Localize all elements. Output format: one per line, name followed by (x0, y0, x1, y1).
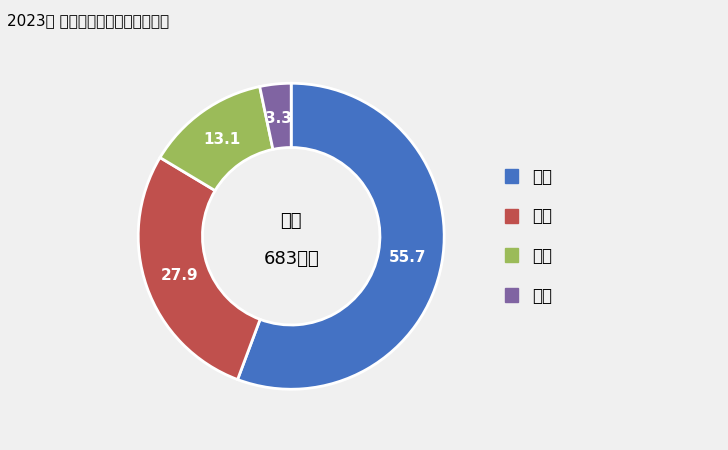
Text: 3.3: 3.3 (266, 111, 293, 126)
Legend: 中国, 米国, 豪州, 韓国: 中国, 米国, 豪州, 韓国 (499, 161, 558, 311)
Wedge shape (160, 86, 273, 191)
Wedge shape (260, 83, 291, 149)
Text: 2023年 輸入相手国のシェア（％）: 2023年 輸入相手国のシェア（％） (7, 14, 170, 28)
Text: 683万円: 683万円 (264, 250, 319, 268)
Wedge shape (237, 83, 444, 389)
Text: 総額: 総額 (280, 212, 302, 230)
Text: 27.9: 27.9 (160, 268, 198, 283)
Text: 13.1: 13.1 (204, 132, 241, 147)
Wedge shape (138, 158, 260, 379)
Text: 55.7: 55.7 (389, 250, 427, 265)
